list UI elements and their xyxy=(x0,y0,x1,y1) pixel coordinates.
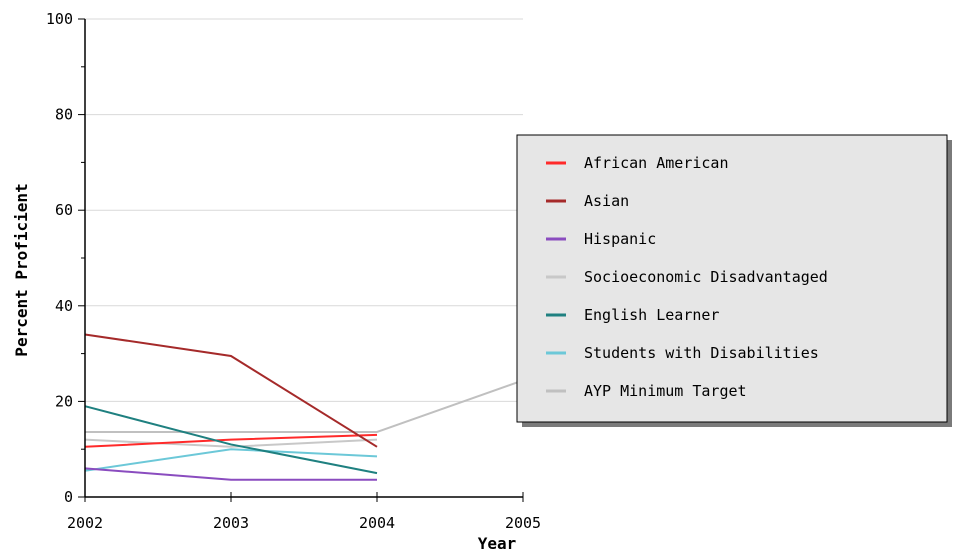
x-tick-label: 2002 xyxy=(67,514,103,532)
series-line-english-learner xyxy=(84,405,378,475)
legend-label: English Learner xyxy=(584,306,719,324)
series-line-students-with-disabilities xyxy=(84,448,378,472)
legend-box xyxy=(516,134,948,423)
legend-label: Socioeconomic Disadvantaged xyxy=(584,268,828,286)
series-line-african-american xyxy=(84,433,378,448)
series-line-hispanic xyxy=(84,467,377,481)
x-tick-label: 2005 xyxy=(505,514,541,532)
y-tick-label: 80 xyxy=(55,106,73,124)
gridlines xyxy=(85,18,523,402)
x-tick-label: 2003 xyxy=(213,514,249,532)
y-tick-label: 60 xyxy=(55,201,73,219)
y-tick-label: 0 xyxy=(64,488,73,506)
legend-label: Students with Disabilities xyxy=(584,344,819,362)
y-tick-label: 20 xyxy=(55,392,73,410)
axes xyxy=(78,18,524,502)
legend-label: AYP Minimum Target xyxy=(584,382,747,400)
series-line-socioeconomic-disadvantaged xyxy=(84,438,378,448)
y-axis-title: Percent Proficient xyxy=(12,183,31,356)
series-line-asian xyxy=(84,333,378,448)
series-lines xyxy=(84,333,524,481)
legend-label: Hispanic xyxy=(584,230,656,248)
tick-labels: 0 20 40 60 80 100 2002 2003 2004 2005 xyxy=(46,10,541,532)
y-tick-label: 100 xyxy=(46,10,73,28)
legend-label: Asian xyxy=(584,192,629,210)
legend: African American Asian Hispanic Socioeconom… xyxy=(516,134,952,427)
legend-label: African American xyxy=(584,154,729,172)
x-axis-title: Year xyxy=(478,534,517,553)
y-tick-label: 40 xyxy=(55,297,73,315)
x-tick-label: 2004 xyxy=(359,514,395,532)
series-line-ayp-minimum-target xyxy=(85,379,524,433)
